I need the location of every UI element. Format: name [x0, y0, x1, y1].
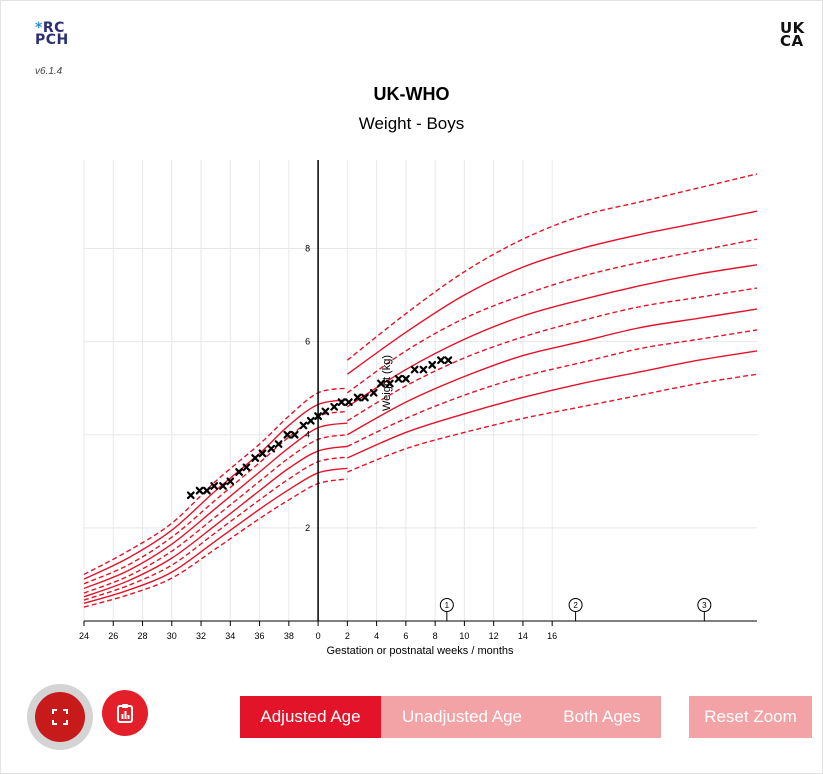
unadjusted-age-button[interactable]: Unadjusted Age: [381, 696, 543, 738]
measurement-point: [202, 486, 211, 495]
measurement-point: [226, 477, 235, 486]
y-axis-label: Weight (kg): [381, 355, 393, 411]
measurement-point: [361, 393, 369, 402]
measurement-point: [321, 407, 330, 416]
measurement-point: [330, 402, 339, 411]
centile-line-2nd: [347, 350, 758, 459]
measurement-point: [428, 360, 437, 369]
y-tick-label: 2: [305, 523, 310, 533]
x-axis-label: Gestation or postnatal weeks / months: [326, 645, 514, 657]
centile-line-98th: [346, 210, 758, 375]
centile-line-99.6th: [346, 173, 758, 361]
x-tick-label: 12: [489, 631, 499, 641]
centile-line-98th: [83, 399, 348, 580]
centile-line-2nd: [83, 467, 348, 604]
centile-line-9th: [83, 456, 348, 601]
x-tick-label: 2: [345, 631, 350, 641]
measurement-point: [385, 379, 394, 388]
measurement-point: [394, 374, 403, 383]
measurement-point: [195, 486, 204, 495]
centile-lines: [83, 173, 758, 608]
milestone-marker: [568, 598, 583, 612]
measurement-point: [344, 398, 353, 407]
x-tick-label: 36: [255, 631, 265, 641]
milestone-marker: [697, 598, 712, 612]
fullscreen-icon: [52, 709, 68, 725]
x-tick-label: 0: [316, 631, 321, 641]
x-tick-label: 14: [518, 631, 528, 641]
measurement-point: [419, 365, 428, 374]
centile-line-50th: [83, 434, 348, 594]
measurement-point: [353, 393, 362, 402]
x-tick-label: 8: [433, 631, 438, 641]
x-tick-label: 6: [403, 631, 408, 641]
x-tick-label: 4: [374, 631, 379, 641]
measurement-point: [306, 416, 315, 425]
centile-line-25th: [347, 308, 758, 436]
measurement-point: [410, 365, 419, 374]
chart-subtitle: Weight - Boys: [358, 114, 465, 133]
measurement-point: [274, 440, 283, 448]
milestone-label: 1: [445, 601, 450, 610]
x-tick-label: 10: [459, 631, 469, 641]
measurement-point: [219, 482, 227, 490]
both-ages-button[interactable]: Both Ages: [543, 696, 661, 738]
measurement-point: [337, 398, 346, 407]
ukca-mark: UK CA: [780, 19, 805, 50]
milestone-label: 3: [702, 601, 707, 610]
version-label: v6.1.4: [35, 66, 63, 77]
measurement-point: [369, 388, 378, 397]
rcpch-logo: *RC PCH: [35, 20, 69, 48]
measurement-point: [242, 463, 251, 472]
centile-line-75th: [346, 264, 758, 408]
milestone-label: 2: [573, 601, 578, 610]
centile-line-9th: [347, 329, 758, 448]
y-tick-label: 8: [305, 243, 310, 253]
clipboard-chart-icon: [117, 704, 133, 723]
x-tick-label: 28: [138, 631, 148, 641]
measurement-point: [251, 454, 260, 462]
milestone-marker: [439, 598, 454, 612]
measurement-point: [235, 468, 243, 476]
centile-line-25th: [83, 445, 348, 598]
report-button[interactable]: [102, 690, 148, 736]
measurement-points: [186, 356, 453, 500]
reset-zoom-button[interactable]: Reset Zoom: [689, 696, 812, 738]
measurement-point: [283, 430, 292, 439]
x-tick-label: 38: [284, 631, 294, 641]
x-tick-label: 30: [167, 631, 177, 641]
measurement-point: [314, 412, 322, 421]
x-tick-label: 32: [196, 631, 206, 641]
centile-line-99.6th: [83, 387, 348, 576]
x-tick-label: 16: [547, 631, 557, 641]
measurement-point: [290, 430, 299, 439]
centile-line-0.4th: [347, 373, 758, 473]
measurement-point: [258, 449, 267, 458]
measurement-point: [437, 356, 445, 365]
chart-title: UK-WHO: [373, 84, 450, 104]
measurement-point: [210, 482, 219, 490]
measurement-point: [401, 374, 410, 383]
adjusted-age-button[interactable]: Adjusted Age: [240, 696, 381, 738]
x-tick-label: 26: [108, 631, 118, 641]
x-tick-label: 34: [225, 631, 235, 641]
milestones: 1 2 3: [439, 598, 712, 621]
centile-line-91st: [346, 238, 758, 394]
measurement-point: [267, 444, 276, 453]
grid-lines: [83, 160, 757, 621]
y-tick-label: 4: [305, 430, 310, 440]
measurement-point: [377, 379, 385, 388]
x-tick-label: 24: [79, 631, 89, 641]
centile-line-75th: [83, 422, 348, 590]
measurement-point: [186, 491, 195, 500]
measurement-point: [299, 421, 308, 430]
y-tick-label: 6: [305, 337, 310, 347]
centile-line-0.4th: [83, 478, 348, 608]
fullscreen-button[interactable]: [35, 692, 85, 742]
centile-line-91st: [83, 410, 348, 585]
measurement-point: [444, 356, 453, 365]
centile-line-50th: [346, 287, 758, 422]
